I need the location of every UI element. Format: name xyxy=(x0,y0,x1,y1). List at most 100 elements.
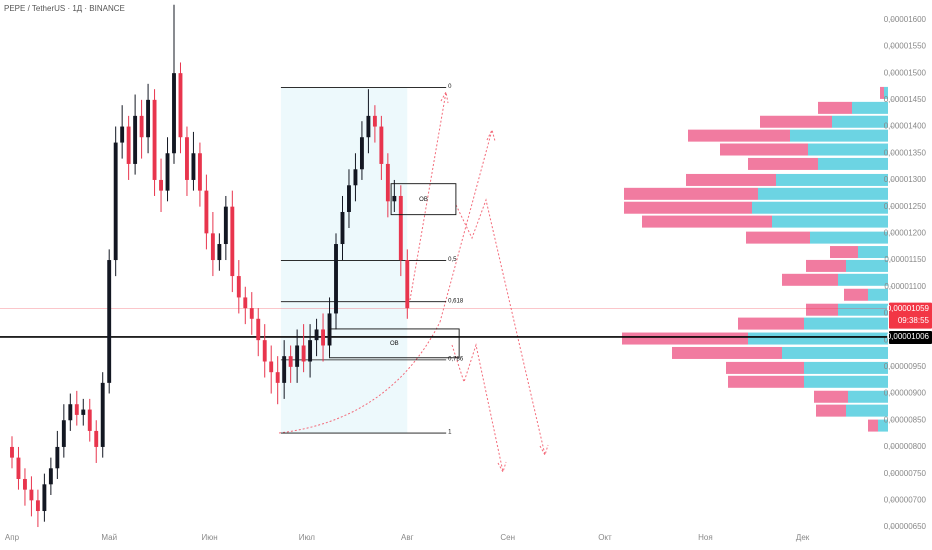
projections xyxy=(278,90,549,474)
profile-bar xyxy=(720,143,808,156)
candle-body xyxy=(61,420,66,447)
profile-bar xyxy=(848,390,888,403)
candle-body xyxy=(185,137,189,180)
order-block xyxy=(329,328,460,359)
candle-body xyxy=(87,409,92,431)
candle-body xyxy=(359,137,364,170)
profile-bar xyxy=(806,303,838,316)
y-tick-label: 0,00001450 xyxy=(884,95,927,104)
candle-body xyxy=(334,244,338,314)
x-tick-label: Июн xyxy=(202,533,218,542)
profile-bar xyxy=(672,346,782,359)
x-tick-label: Ноя xyxy=(698,533,713,542)
profile-bar xyxy=(686,173,776,186)
profile-bar xyxy=(688,129,790,142)
candle-body xyxy=(347,185,351,212)
y-tick-label: 0,00001150 xyxy=(884,255,926,264)
projection-arrow xyxy=(455,198,549,457)
candle-body xyxy=(146,99,151,138)
candle-body xyxy=(204,190,209,234)
price-tag xyxy=(889,302,932,329)
y-tick-label: 0,00001200 xyxy=(884,228,927,237)
y-tick-label: 0,00001400 xyxy=(884,122,927,131)
candle-body xyxy=(217,244,222,261)
profile-bar xyxy=(846,404,888,417)
candle-body xyxy=(262,340,267,362)
y-tick-label: 0,00001300 xyxy=(884,175,927,184)
candle-body xyxy=(197,153,202,191)
candle-body xyxy=(178,73,183,138)
fib-label: 1 xyxy=(448,430,452,436)
candle-body xyxy=(366,115,371,138)
background-layer xyxy=(280,86,888,434)
candle-body xyxy=(55,446,60,469)
x-tick-label: Сен xyxy=(500,533,515,542)
price-tag-label: 0,00001059 xyxy=(887,304,930,313)
candle-body xyxy=(288,356,293,367)
candle-body xyxy=(10,446,14,458)
profile-bar xyxy=(816,404,846,417)
x-tick-label: Апр xyxy=(5,533,20,542)
profile-bar xyxy=(832,115,888,128)
profile-bar xyxy=(748,157,818,170)
candle-body xyxy=(308,340,313,362)
y-tick-label: 0,00000950 xyxy=(884,362,927,371)
profile-bar xyxy=(790,129,888,142)
profile-bar xyxy=(772,215,888,228)
y-tick-label: 0,00001350 xyxy=(884,148,927,157)
candle-body xyxy=(210,233,215,261)
profile-bar xyxy=(868,288,888,301)
candle-body xyxy=(113,142,118,261)
profile-bar xyxy=(804,361,888,374)
profile-bar xyxy=(752,201,888,214)
candle-body xyxy=(100,382,105,447)
x-tick-label: Дек xyxy=(796,533,810,542)
candle-body xyxy=(301,345,306,362)
y-tick-label: 0,00000650 xyxy=(884,522,927,531)
profile-bar xyxy=(782,273,838,286)
profile-bar xyxy=(808,143,888,156)
profile-bar xyxy=(642,215,772,228)
y-tick-label: 0,00001600 xyxy=(884,15,927,24)
y-tick-label: 0,00001100 xyxy=(884,282,926,291)
fib-label: 0,786 xyxy=(448,356,464,362)
price-tag xyxy=(889,330,932,344)
x-tick-label: Окт xyxy=(598,533,612,542)
candle-body xyxy=(249,308,254,319)
candle-body xyxy=(372,115,377,127)
profile-bar xyxy=(846,259,888,272)
candle-body xyxy=(42,484,47,512)
profile-bar xyxy=(878,419,888,432)
profile-bar xyxy=(858,246,888,259)
candle-body xyxy=(120,126,125,143)
profile-bar xyxy=(830,246,858,259)
y-tick-label: 0,00000700 xyxy=(884,495,927,504)
profile-bar xyxy=(624,187,758,200)
y-tick-label: 0,00000800 xyxy=(884,442,927,451)
projection-arrow xyxy=(439,128,496,323)
candle-body xyxy=(385,163,390,202)
profile-bar xyxy=(804,317,888,330)
price-tag-time: 09:38:55 xyxy=(898,316,930,325)
profile-bar xyxy=(844,288,868,301)
x-tick-label: Авг xyxy=(401,533,414,542)
profile-bar xyxy=(838,273,888,286)
y-tick-label: 0,00001500 xyxy=(884,68,927,77)
y-tick-label: 0,00000850 xyxy=(884,415,927,424)
candle-body xyxy=(314,329,319,341)
candle-body xyxy=(94,430,99,447)
profile-bar xyxy=(760,115,832,128)
candle-body xyxy=(139,115,144,138)
candle-body xyxy=(48,468,53,485)
profile-bar xyxy=(738,317,804,330)
profile-bar xyxy=(884,86,888,99)
candle-body xyxy=(191,153,196,180)
candle-body xyxy=(379,126,384,164)
candle-body xyxy=(68,404,73,421)
profile-bar xyxy=(814,390,848,403)
fib-label: 0 xyxy=(448,84,452,90)
y-tick-label: 0,00001250 xyxy=(884,202,927,211)
profile-bar xyxy=(776,173,888,186)
profile-bar xyxy=(726,361,804,374)
